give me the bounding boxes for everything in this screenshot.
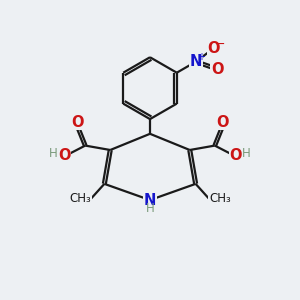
Text: O: O <box>58 148 70 163</box>
Text: O: O <box>230 148 242 163</box>
Text: O: O <box>216 115 228 130</box>
Text: N: N <box>190 54 202 69</box>
Text: +: + <box>197 52 205 62</box>
Text: CH₃: CH₃ <box>69 192 91 205</box>
Text: H: H <box>242 147 251 160</box>
Text: N: N <box>144 193 156 208</box>
Text: O: O <box>211 61 223 76</box>
Text: CH₃: CH₃ <box>209 192 231 205</box>
Text: −: − <box>215 38 225 51</box>
Text: O: O <box>207 41 220 56</box>
Text: H: H <box>49 147 58 160</box>
Text: H: H <box>146 202 154 215</box>
Text: O: O <box>72 115 84 130</box>
